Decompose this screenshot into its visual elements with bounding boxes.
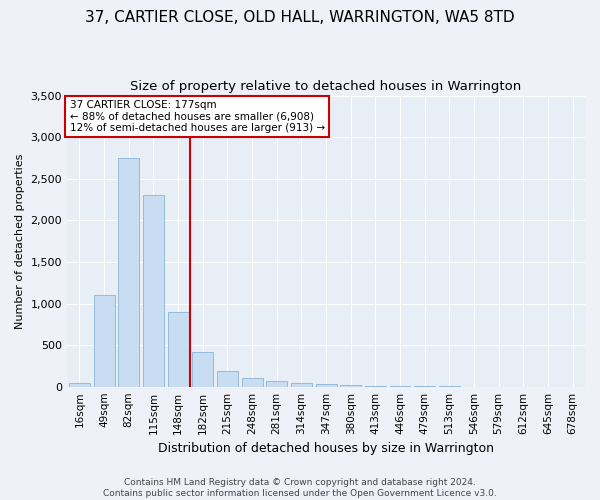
- Title: Size of property relative to detached houses in Warrington: Size of property relative to detached ho…: [130, 80, 521, 93]
- Text: 37 CARTIER CLOSE: 177sqm
← 88% of detached houses are smaller (6,908)
12% of sem: 37 CARTIER CLOSE: 177sqm ← 88% of detach…: [70, 100, 325, 133]
- Bar: [94, 295, 115, 386]
- Text: Contains HM Land Registry data © Crown copyright and database right 2024.
Contai: Contains HM Land Registry data © Crown c…: [103, 478, 497, 498]
- Bar: [192, 352, 213, 386]
- Y-axis label: Number of detached properties: Number of detached properties: [15, 154, 25, 329]
- Bar: [143, 196, 164, 386]
- X-axis label: Distribution of detached houses by size in Warrington: Distribution of detached houses by size …: [158, 442, 494, 455]
- Bar: [118, 158, 139, 386]
- Bar: [340, 385, 361, 386]
- Bar: [167, 312, 188, 386]
- Bar: [316, 384, 337, 386]
- Bar: [266, 381, 287, 386]
- Bar: [242, 378, 263, 386]
- Bar: [291, 382, 312, 386]
- Bar: [217, 372, 238, 386]
- Bar: [69, 382, 90, 386]
- Text: 37, CARTIER CLOSE, OLD HALL, WARRINGTON, WA5 8TD: 37, CARTIER CLOSE, OLD HALL, WARRINGTON,…: [85, 10, 515, 25]
